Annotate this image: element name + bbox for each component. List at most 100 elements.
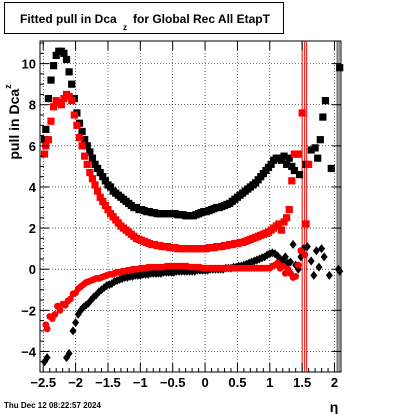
data-point-square	[68, 80, 76, 88]
chart-title-subscript: z	[123, 23, 127, 32]
data-point-square	[96, 193, 104, 201]
y-axis-label: pull in Dcaz	[3, 84, 22, 160]
data-point-square	[83, 160, 91, 168]
axes: −2.5 −2 −1.5 −1 −0.5 0 0.5 1 1.5 2 −4 −2 0 2 4 6 8 10	[21, 41, 341, 390]
data-point-square	[68, 97, 76, 105]
grid	[40, 41, 341, 372]
data-point-square	[285, 205, 293, 214]
y-tick-label: 0	[29, 262, 36, 277]
data-point-diamond	[318, 244, 326, 254]
data-point-square	[70, 111, 78, 119]
y-tick-label: −4	[21, 344, 37, 359]
vertical-red-lines	[301, 41, 340, 372]
data-point-square	[288, 177, 296, 185]
data-point-square	[94, 187, 102, 195]
data-point-square	[294, 150, 302, 158]
series-0	[40, 47, 344, 220]
data-point-diamond	[287, 257, 295, 267]
data-point-square	[99, 197, 107, 205]
data-point-square	[101, 177, 109, 185]
data-point-square	[75, 134, 84, 142]
data-point-circle	[292, 273, 300, 280]
data-point-square	[94, 164, 102, 173]
data-point-square	[60, 49, 68, 57]
data-point-square	[86, 168, 94, 177]
title-box: Fitted pull in Dca z for Global Rec All …	[4, 2, 284, 34]
data-point-circle	[56, 306, 64, 314]
data-point-square	[65, 68, 73, 76]
data-point-square	[285, 154, 293, 162]
data-point-square	[104, 205, 112, 214]
data-point-square	[280, 152, 288, 160]
data-point-square	[290, 166, 298, 175]
data-point-square	[44, 94, 53, 103]
data-point-square	[81, 136, 89, 144]
data-point-square	[277, 226, 286, 234]
data-point-diamond	[43, 353, 51, 363]
data-point-diamond	[320, 252, 328, 262]
data-point-square	[57, 101, 65, 109]
data-point-diamond	[325, 270, 333, 280]
data-point-square	[314, 154, 322, 162]
data-point-square	[298, 109, 306, 117]
data-point-square	[78, 127, 86, 136]
data-point-diamond	[315, 262, 323, 272]
y-tick-label: 4	[29, 180, 37, 195]
series-3	[42, 247, 309, 333]
data-point-diamond	[72, 318, 80, 328]
data-point-square	[40, 136, 49, 144]
x-tick-label: −2.5	[30, 375, 56, 390]
data-point-square	[283, 214, 291, 222]
data-point-square	[88, 154, 97, 162]
data-point-square	[91, 181, 99, 189]
timestamp: Thu Dec 12 08:22:57 2024	[4, 401, 101, 410]
data-point-circle	[43, 325, 51, 333]
x-tick-label: 2	[331, 375, 338, 390]
data-point-circle	[301, 251, 309, 259]
data-point-square	[288, 162, 296, 171]
x-tick-label: 0.5	[228, 375, 246, 390]
x-tick-label: −2	[68, 375, 83, 390]
y-tick-label: 6	[29, 139, 36, 154]
data-point-square	[78, 142, 86, 150]
data-point-square	[47, 76, 55, 84]
y-tick-label: −2	[21, 303, 36, 318]
data-point-square	[106, 183, 115, 191]
data-point-square	[319, 113, 327, 121]
data-point-square	[316, 136, 324, 144]
data-point-square	[91, 160, 99, 168]
data-point-square	[44, 136, 53, 144]
series-1	[40, 90, 313, 253]
data-point-diamond	[303, 242, 311, 252]
data-point-square	[96, 168, 104, 177]
data-point-square	[275, 220, 283, 228]
data-point-square	[267, 160, 275, 168]
data-point-square	[277, 156, 286, 164]
series-2	[41, 240, 344, 367]
data-point-square	[62, 55, 71, 64]
x-tick-label: −1	[133, 375, 148, 390]
data-point-square	[52, 51, 60, 59]
data-point-square	[81, 152, 89, 160]
data-point-square	[40, 150, 49, 158]
x-tick-label: −0.5	[160, 375, 186, 390]
data-point-square	[321, 97, 330, 105]
data-point-square	[49, 103, 58, 111]
data-point-square	[88, 175, 97, 183]
data-point-square	[99, 173, 107, 181]
x-tick-label: 1.5	[293, 375, 311, 390]
data-point-diamond	[281, 252, 289, 262]
data-point-diamond	[310, 270, 318, 280]
data-point-diamond	[69, 326, 77, 336]
data-point-circle	[51, 311, 59, 318]
data-point-diamond	[65, 348, 73, 358]
data-point-circle	[279, 262, 287, 270]
data-point-square	[336, 64, 344, 72]
data-point-square	[49, 62, 58, 70]
data-point-square	[311, 144, 319, 152]
chart-title: Fitted pull in Dca	[20, 12, 117, 26]
data-point-circle	[274, 259, 281, 267]
data-point-diamond	[312, 246, 320, 256]
x-tick-label: 1	[266, 375, 273, 390]
